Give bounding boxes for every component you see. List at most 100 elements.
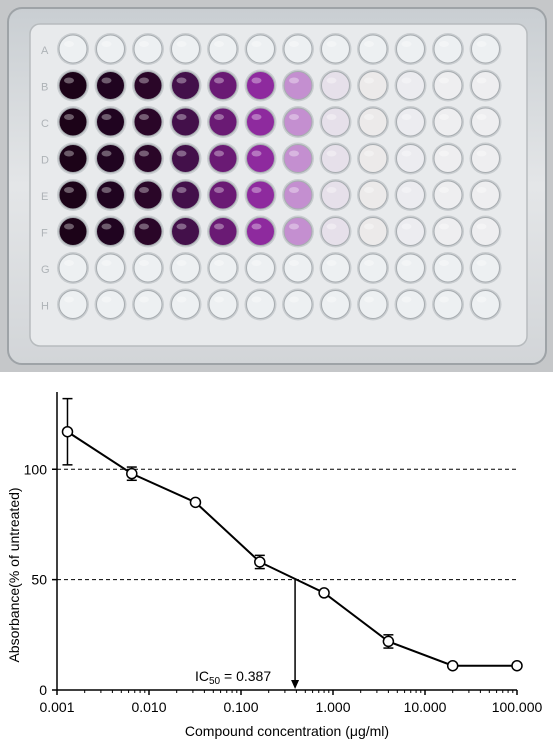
y-tick-label: 0	[39, 682, 47, 698]
plate-well-filled	[433, 107, 463, 137]
plate-well-highlight	[251, 114, 262, 120]
plate-well-highlight	[401, 150, 412, 157]
plate-well-filled	[133, 71, 163, 100]
plate-well-highlight	[251, 223, 262, 230]
plate-well-highlight	[476, 41, 487, 47]
plate-well-highlight	[139, 41, 149, 47]
plate-well-highlight	[64, 296, 74, 303]
plate-well-highlight	[251, 77, 262, 84]
plate-well-highlight	[176, 150, 187, 157]
plate-well-highlight	[101, 260, 112, 266]
plate-well-highlight	[289, 77, 299, 84]
plate-well-highlight	[289, 296, 299, 303]
plate-well-empty	[133, 34, 163, 64]
plate-row-letter: B	[41, 82, 48, 94]
plate-well-empty	[58, 34, 88, 64]
plate-well-empty	[321, 253, 350, 283]
plate-well-filled	[433, 180, 463, 210]
plate-well-filled	[283, 180, 313, 210]
plate-well-filled	[358, 180, 388, 210]
plate-well-filled	[358, 71, 388, 100]
plate-well-filled	[96, 71, 125, 100]
plate-well-highlight	[326, 223, 337, 230]
plate-well-empty	[471, 34, 500, 64]
ic50-arrowhead	[291, 680, 300, 689]
plate-well-highlight	[139, 296, 149, 303]
data-point	[126, 467, 138, 480]
plate-well-highlight	[64, 41, 74, 47]
plate-well-filled	[171, 217, 200, 246]
plate-well-filled	[208, 71, 238, 100]
plate-well-filled	[396, 107, 425, 137]
plate-well-highlight	[101, 114, 112, 120]
x-tick-label: 0.001	[39, 699, 74, 715]
plate-well-empty	[208, 290, 238, 319]
plate-well-highlight	[476, 187, 487, 193]
plate-well-highlight	[251, 260, 262, 266]
plate-well-highlight	[364, 77, 374, 84]
plate-well-highlight	[176, 77, 187, 84]
plate-well-highlight	[176, 260, 187, 266]
ic50-annotation: IC50 = 0.387	[195, 579, 300, 689]
plate-well-filled	[208, 180, 238, 210]
plate-well-highlight	[326, 150, 337, 157]
plate-well-highlight	[139, 77, 149, 84]
plate-well-highlight	[101, 223, 112, 230]
plate-well-highlight	[401, 187, 412, 193]
plate-well-filled	[208, 217, 238, 246]
plate-well-empty	[358, 253, 388, 283]
data-point	[254, 556, 266, 568]
plate-well-highlight	[64, 114, 74, 120]
plate-well-empty	[133, 290, 163, 319]
plate-well-highlight	[176, 296, 187, 303]
plate-well-empty	[396, 34, 425, 64]
plate-well-filled	[283, 71, 313, 100]
plate-well-highlight	[364, 223, 374, 230]
plate-well-highlight	[364, 41, 374, 47]
plate-well-highlight	[326, 187, 337, 193]
plate-well-filled	[96, 180, 125, 210]
plate-well-highlight	[439, 41, 449, 47]
plate-row-letter: H	[41, 301, 49, 313]
reference-lines	[57, 468, 517, 581]
plate-well-highlight	[476, 223, 487, 230]
plate-well-highlight	[64, 223, 74, 230]
plate-well-filled	[471, 107, 500, 137]
y-tick-label: 50	[31, 572, 47, 588]
plate-well-filled	[58, 144, 88, 173]
plate-well-empty	[171, 253, 200, 283]
plate-well-highlight	[176, 41, 187, 47]
plate-well-filled	[246, 180, 275, 210]
plate-well-highlight	[251, 296, 262, 303]
plate-well-filled	[396, 217, 425, 246]
plate-well-highlight	[364, 260, 374, 266]
plate-well-highlight	[439, 296, 449, 303]
plate-well-highlight	[214, 150, 224, 157]
plate-well-empty	[283, 290, 313, 319]
data-point	[446, 659, 459, 672]
data-point	[61, 425, 74, 438]
plate-well-highlight	[139, 114, 149, 120]
plate-well-filled	[96, 217, 125, 246]
plate-well-filled	[471, 217, 500, 246]
plate-well-highlight	[289, 114, 299, 120]
plate-well-highlight	[439, 187, 449, 193]
plate-well-highlight	[326, 296, 337, 303]
series-line	[66, 430, 517, 667]
plate-well-filled	[433, 217, 463, 246]
plate-well-filled	[358, 144, 388, 173]
plate-well-highlight	[176, 223, 187, 230]
plate-well-highlight	[476, 77, 487, 84]
plate-well-highlight	[139, 260, 149, 266]
plate-well-empty	[208, 34, 238, 64]
y-tick-label: 100	[24, 461, 48, 477]
plate-well-highlight	[214, 114, 224, 120]
plate-well-filled	[58, 107, 88, 137]
plate-well-empty	[96, 253, 125, 283]
plate-well-highlight	[476, 296, 487, 303]
plate-well-empty	[321, 34, 350, 64]
plate-well-filled	[283, 217, 313, 246]
plate-well-filled	[283, 144, 313, 173]
plate-well-highlight	[401, 77, 412, 84]
plate-well-highlight	[401, 223, 412, 230]
